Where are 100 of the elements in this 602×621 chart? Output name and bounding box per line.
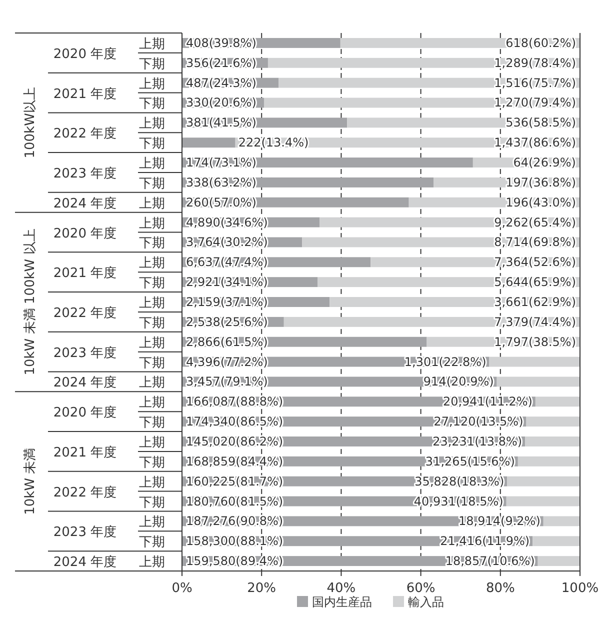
text: 2020 年度 bbox=[53, 225, 117, 242]
y-tick-label: 下期 bbox=[139, 236, 165, 252]
data-label: 1,301(22.8%) bbox=[404, 354, 486, 369]
bar bbox=[543, 516, 580, 526]
bar bbox=[506, 496, 580, 506]
data-label: 18,857(10.6%) bbox=[445, 554, 535, 568]
y-tick-label: 下期 bbox=[139, 455, 165, 470]
legend-label: 国内生産品 bbox=[312, 595, 372, 609]
text: 2023 年度 bbox=[53, 524, 117, 540]
y-tick-label: 下期 bbox=[139, 176, 165, 192]
text: 100kW以上 bbox=[23, 87, 38, 158]
data-label: 40,931(18.5%) bbox=[414, 494, 504, 508]
data-label: 145,020(86.2%) bbox=[186, 434, 284, 448]
x-tick-label: 0% bbox=[172, 581, 192, 596]
bar bbox=[525, 436, 580, 446]
text: 2021 年度 bbox=[53, 265, 117, 282]
data-label: 1,289(78.4%) bbox=[494, 56, 576, 70]
data-label: 180,760(81.5%) bbox=[186, 494, 284, 508]
y-tick-label: 下期 bbox=[139, 276, 165, 292]
data-label: 174,340(86.5%) bbox=[186, 414, 284, 429]
y-tick-label: 上期 bbox=[139, 515, 165, 530]
bar bbox=[182, 138, 236, 148]
bar bbox=[532, 536, 580, 546]
data-label: 5,644(65.9%) bbox=[494, 275, 576, 290]
data-label: 174(73.1%) bbox=[186, 156, 256, 170]
data-label: 381(41.5%) bbox=[186, 116, 256, 130]
data-label: 4,396(77.2%) bbox=[186, 354, 268, 369]
y-tick-label: 下期 bbox=[139, 356, 165, 371]
data-label: 20,941(11.2%) bbox=[442, 394, 532, 409]
data-label: 1,270(79.4%) bbox=[494, 96, 576, 110]
data-label: 1,516(75.7%) bbox=[494, 76, 576, 90]
y-tick-label: 上期 bbox=[139, 256, 165, 272]
bar bbox=[496, 376, 580, 387]
data-label: 7,379(74.4%) bbox=[494, 314, 576, 329]
y-tick-label: 上期 bbox=[139, 396, 165, 411]
data-label: 4,890(34.6%) bbox=[186, 215, 268, 230]
y-tick-label: 上期 bbox=[139, 156, 165, 172]
y-tick-label: 上期 bbox=[139, 435, 165, 450]
data-label: 3,457(79.1%) bbox=[186, 374, 268, 389]
x-tick-label: 40% bbox=[326, 581, 356, 596]
data-label: 222(13.4%) bbox=[238, 136, 309, 150]
text: 2020 年度 bbox=[53, 404, 117, 421]
legend-label: 輸入品 bbox=[408, 595, 444, 609]
data-label: 8,714(69.8%) bbox=[494, 235, 576, 250]
data-label: 2,538(25.6%) bbox=[186, 314, 268, 329]
text: 2021 年度 bbox=[53, 86, 117, 102]
text: 2024 年度 bbox=[53, 554, 117, 570]
data-label: 330(20.6%) bbox=[186, 96, 256, 110]
bar bbox=[526, 416, 580, 427]
data-label: 31,265(15.6%) bbox=[425, 454, 515, 468]
data-label: 536(58.5%) bbox=[506, 116, 576, 130]
data-label: 9,262(65.4%) bbox=[494, 215, 576, 230]
y-tick-label: 上期 bbox=[139, 475, 165, 490]
data-label: 7,364(52.6%) bbox=[494, 255, 576, 270]
data-label: 18,914(9.2%) bbox=[458, 514, 540, 528]
text: 2022 年度 bbox=[53, 484, 117, 500]
data-label: 1,437(86.6%) bbox=[494, 136, 576, 150]
x-tick-label: 100% bbox=[561, 581, 599, 596]
data-label: 3,661(62.9%) bbox=[494, 295, 576, 309]
text: 2020 年度 bbox=[53, 46, 117, 62]
data-label: 166,087(88.8%) bbox=[186, 394, 284, 409]
y-tick-label: 上期 bbox=[139, 336, 165, 351]
data-label: 618(60.2%) bbox=[506, 36, 576, 50]
data-label: 2,159(37.1%) bbox=[186, 295, 268, 309]
text: 2023 年度 bbox=[53, 344, 117, 361]
x-tick-label: 20% bbox=[247, 581, 276, 596]
y-tick-label: 下期 bbox=[139, 316, 165, 331]
y-tick-label: 下期 bbox=[139, 495, 165, 510]
data-label: 408(39.8%) bbox=[186, 36, 256, 50]
data-label: 2,921(34.1%) bbox=[186, 275, 268, 290]
y-tick-label: 上期 bbox=[139, 116, 165, 132]
y-tick-label: 下期 bbox=[139, 56, 165, 72]
bar bbox=[518, 456, 580, 466]
text: 2024 年度 bbox=[53, 374, 117, 391]
data-label: 197(36.8%) bbox=[506, 175, 576, 190]
x-tick-label: 80% bbox=[486, 581, 515, 596]
data-label: 160,225(81.7%) bbox=[186, 474, 284, 488]
data-label: 487(24.3%) bbox=[186, 76, 256, 90]
y-tick-label: 下期 bbox=[139, 136, 165, 152]
text: 10kW 未満 100kW 以上 bbox=[23, 228, 38, 376]
y-tick-label: 上期 bbox=[139, 216, 165, 232]
data-label: 21,416(11.9%) bbox=[440, 534, 530, 548]
y-tick-label: 下期 bbox=[139, 96, 165, 112]
y-tick-label: 上期 bbox=[139, 76, 165, 92]
data-label: 2,866(61.5%) bbox=[186, 334, 268, 349]
data-label: 338(63.2%) bbox=[186, 175, 256, 190]
data-label: 3,764(30.2%) bbox=[186, 235, 268, 250]
y-tick-label: 上期 bbox=[139, 296, 165, 311]
text: 2021 年度 bbox=[53, 444, 117, 460]
data-label: 158,300(88.1%) bbox=[186, 534, 284, 548]
text: 2023 年度 bbox=[53, 165, 117, 182]
bar bbox=[507, 476, 580, 486]
y-tick-label: 上期 bbox=[139, 196, 165, 212]
bar bbox=[538, 556, 580, 566]
data-label: 159,580(89.4%) bbox=[186, 554, 284, 568]
bar bbox=[489, 356, 580, 367]
bar bbox=[535, 396, 580, 407]
y-tick-label: 上期 bbox=[139, 36, 165, 52]
data-label: 6,637(47.4%) bbox=[186, 255, 268, 270]
y-tick-label: 下期 bbox=[139, 535, 165, 550]
